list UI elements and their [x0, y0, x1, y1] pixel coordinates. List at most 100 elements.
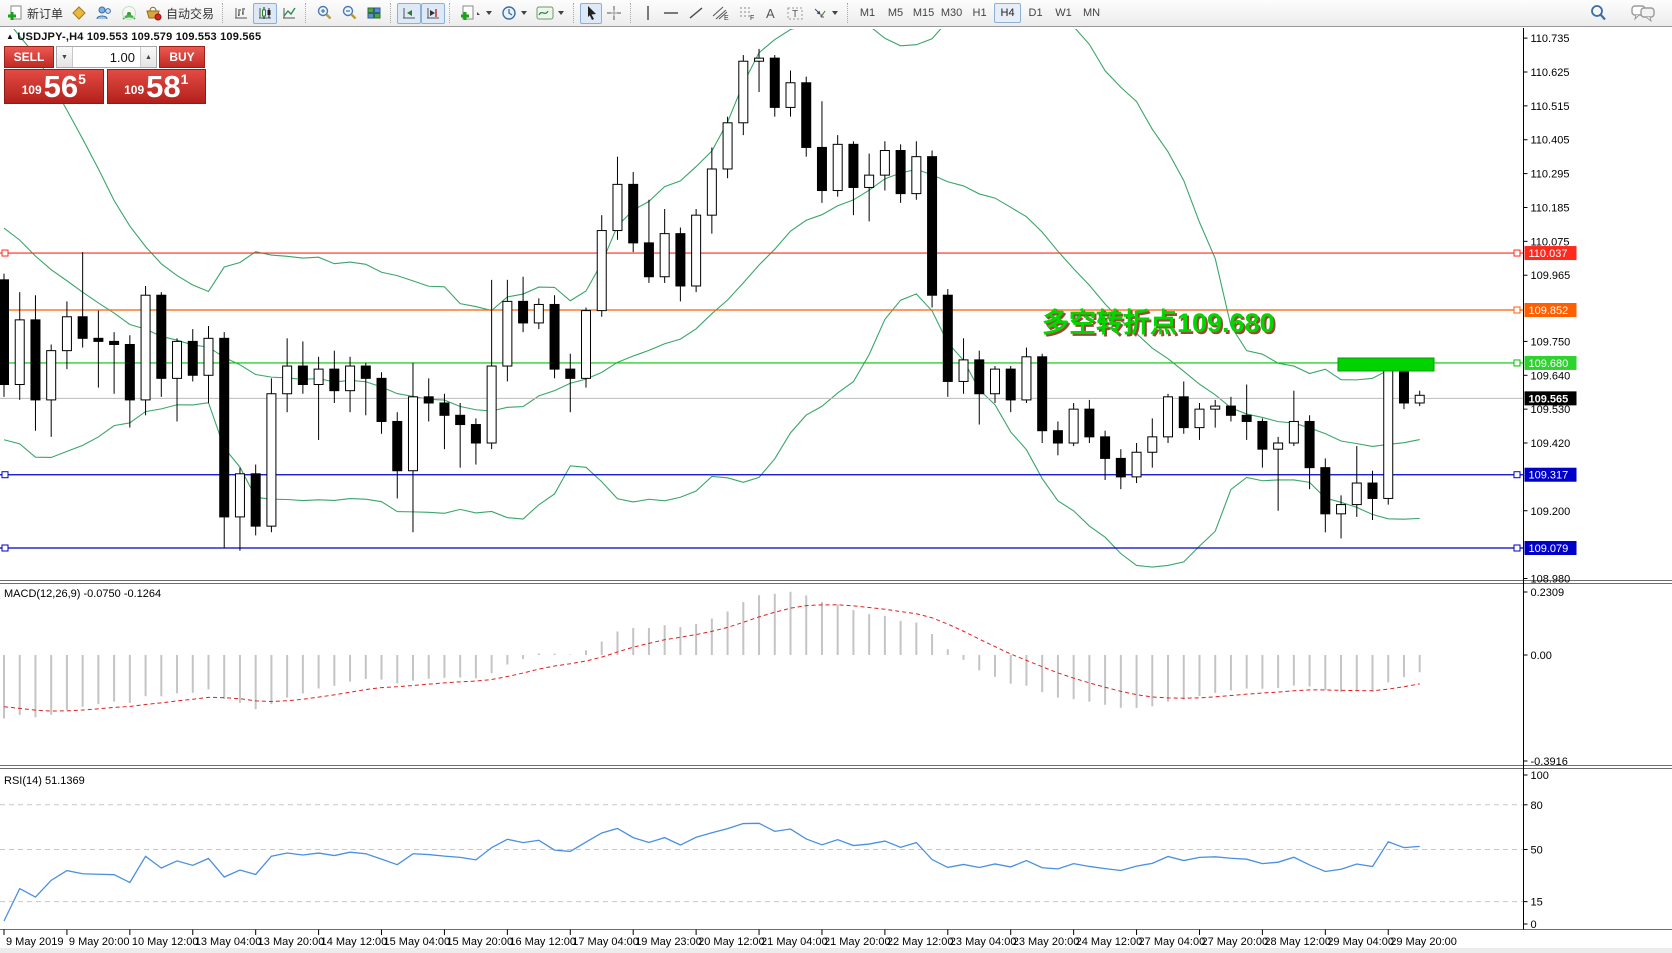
toolbar-separator: [305, 3, 308, 23]
line-chart-icon: [283, 7, 296, 19]
tab-timeframe-m30[interactable]: M30: [940, 7, 963, 19]
toolbar-separator: [847, 3, 850, 23]
horizontal-line-tool-button[interactable]: [658, 3, 684, 24]
search-icon: [1591, 5, 1606, 21]
time-axis-label: 23 May 04:00: [950, 936, 1017, 948]
time-axis-label: 15 May 20:00: [446, 936, 513, 948]
volume-increase-button[interactable]: ▲: [140, 47, 156, 67]
zoom-in-icon: [317, 5, 332, 20]
buy-price-button[interactable]: 109 58 1: [106, 69, 206, 104]
toolbar-separator: [573, 3, 576, 23]
time-axis-label: 24 May 12:00: [1076, 936, 1143, 948]
chevron-down-icon: [486, 11, 493, 15]
community-button[interactable]: [91, 3, 117, 24]
macd-axis-label: 0.00: [1531, 650, 1552, 662]
annotation-shadow: 多空转折点109.680: [1044, 309, 1277, 340]
trendline-tool-button[interactable]: [684, 3, 708, 24]
collapse-arrow-icon[interactable]: ▲: [6, 32, 15, 41]
svg-text:109.852: 109.852: [1529, 305, 1569, 317]
crosshair-tool-button[interactable]: [602, 3, 626, 24]
line-chart-mode-button[interactable]: [277, 3, 301, 24]
one-click-trading-panel: SELL ▼ 1.00 ▲ BUY 109 56 5 109 58 1: [4, 46, 206, 104]
price-tick-label: 109.750: [1531, 336, 1571, 348]
hline-109.079[interactable]: 109.079: [0, 541, 1577, 556]
tab-timeframe-m15[interactable]: M15: [912, 7, 935, 19]
svg-text:109.317: 109.317: [1529, 470, 1569, 482]
vertical-line-tool-button[interactable]: [637, 3, 658, 24]
chat-button[interactable]: [1627, 3, 1659, 24]
arrows-tool-button[interactable]: [808, 3, 843, 24]
price-tick-label: 109.200: [1531, 506, 1571, 518]
equidistant-channel-tool-button[interactable]: E: [708, 3, 734, 24]
arrows-icon: [814, 8, 826, 18]
rsi-axis-label: 15: [1531, 897, 1543, 909]
time-axis-label: 9 May 20:00: [69, 936, 130, 948]
tile-windows-button[interactable]: [362, 3, 386, 24]
hline-110.037[interactable]: 110.037: [0, 246, 1577, 261]
text-tool-button[interactable]: A: [760, 3, 782, 24]
tab-timeframe-mn[interactable]: MN: [1082, 7, 1101, 19]
price-tick-label: 110.515: [1531, 101, 1570, 113]
time-axis-label: 23 May 20:00: [1013, 936, 1080, 948]
tab-timeframe-h4[interactable]: H4: [994, 3, 1022, 23]
rsi-axis-label: 50: [1531, 845, 1543, 857]
volume-decrease-button[interactable]: ▼: [57, 47, 73, 67]
buy-button[interactable]: BUY: [159, 46, 205, 68]
sell-price-prefix: 109: [21, 83, 42, 97]
time-axis-label: 14 May 12:00: [321, 936, 388, 948]
candlestick-mode-button[interactable]: [253, 2, 278, 24]
time-axis-label: 19 May 23:00: [635, 936, 702, 948]
chart-shift-icon: [427, 8, 440, 19]
macd-indicator: [3, 591, 1421, 719]
auto-trading-button[interactable]: 自动交易: [141, 3, 218, 24]
auto-scroll-icon: [403, 8, 416, 19]
templates-button[interactable]: [532, 3, 569, 24]
macd-label: MACD(12,26,9) -0.0750 -0.1264: [4, 588, 161, 600]
chart-shift-button[interactable]: [421, 2, 446, 24]
chevron-down-icon: [521, 11, 528, 15]
tab-timeframe-h1[interactable]: H1: [972, 7, 987, 19]
svg-text:109.079: 109.079: [1529, 543, 1569, 555]
chart-window-button[interactable]: [67, 3, 91, 24]
hline-109.852[interactable]: 109.852: [0, 303, 1577, 317]
chevron-down-icon: [832, 11, 839, 15]
price-tick-label: 109.640: [1531, 370, 1571, 382]
zoom-in-button[interactable]: [312, 3, 337, 24]
rsi-axis-label: 80: [1531, 800, 1543, 812]
signal-icon: [122, 6, 137, 20]
signal-button[interactable]: [117, 3, 141, 24]
price-tick-label: 110.735: [1531, 33, 1570, 45]
time-axis-label: 28 May 12:00: [1264, 936, 1331, 948]
tab-timeframe-w1[interactable]: W1: [1055, 7, 1072, 19]
cursor-tool-button[interactable]: [580, 2, 603, 24]
annotation-text[interactable]: 多空转折点109.680: [1042, 307, 1275, 338]
svg-text:E: E: [724, 15, 729, 21]
main-toolbar: 新订单 自动交易: [0, 0, 1672, 27]
sell-price-button[interactable]: 109 56 5: [4, 69, 104, 104]
bar-chart-mode-button[interactable]: [229, 3, 253, 24]
volume-input[interactable]: 1.00: [109, 49, 135, 65]
tab-timeframe-m1[interactable]: M1: [859, 7, 876, 19]
rsi-indicator: [0, 804, 1523, 922]
periods-button[interactable]: [497, 3, 532, 24]
breakout-highlight-box[interactable]: [1337, 357, 1435, 372]
search-button[interactable]: [1585, 3, 1611, 24]
svg-text:T: T: [792, 9, 798, 20]
new-order-icon: [8, 5, 22, 20]
price-tick-label: 108.980: [1531, 573, 1571, 585]
fibonacci-icon: F: [740, 7, 754, 21]
auto-scroll-button[interactable]: [397, 2, 422, 24]
fibonacci-tool-button[interactable]: F: [734, 3, 760, 24]
new-order-button[interactable]: 新订单: [3, 3, 67, 24]
sell-button[interactable]: SELL: [4, 46, 54, 68]
time-axis-label: 16 May 12:00: [509, 936, 576, 948]
price-tick-label: 110.185: [1531, 202, 1570, 214]
indicators-button[interactable]: [456, 3, 497, 24]
toolbar-separator: [222, 3, 225, 23]
tab-timeframe-d1[interactable]: D1: [1028, 7, 1043, 19]
text-label-tool-button[interactable]: T: [782, 3, 808, 24]
tab-timeframe-m5[interactable]: M5: [887, 7, 904, 19]
zoom-out-button[interactable]: [337, 3, 362, 24]
channel-icon: E: [712, 6, 729, 21]
